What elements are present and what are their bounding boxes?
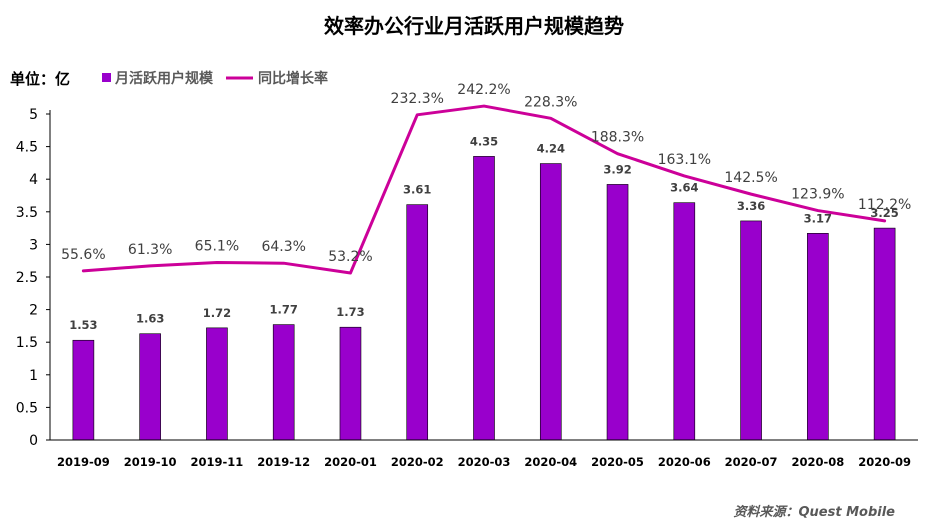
bar-series: 1.53 1.63 1.72 1.77 1.73 3.61 4.35 4.24 3.92 3.64… [69,134,899,441]
chart-title: 效率办公行业月活跃用户规模趋势 [324,14,624,38]
line-data-label: 142.5% [724,170,777,186]
y-tick-label: 4 [29,172,38,188]
bar-data-label: 3.64 [670,181,698,195]
x-tick-label: 2020-08 [791,455,844,469]
x-tick-label: 2020-04 [524,455,577,469]
x-tick-label: 2020-07 [725,455,778,469]
bar-data-label: 1.77 [270,303,298,317]
y-axis: 0 0.5 1 1.5 2 2.5 3 3.5 4 4.5 5 [16,107,51,449]
y-tick-label: 2 [29,303,38,319]
bar-data-label: 1.72 [203,306,231,320]
bar [740,220,762,441]
y-tick-label: 1 [29,368,38,384]
x-axis: 2019-09 2019-10 2019-11 2019-12 2020-01 2020-… [50,439,918,469]
legend: 月活跃用户规模 同比增长率 [102,70,328,87]
line-data-label: 228.3% [524,94,577,110]
bar-data-label: 3.61 [403,183,431,197]
line-data-label: 232.3% [391,91,444,107]
line-data-label: 65.1% [195,238,239,254]
bar [139,333,161,441]
bar-data-label: 3.25 [870,206,898,220]
x-tick-label: 2019-11 [191,455,244,469]
bar-data-label: 1.53 [69,318,97,332]
y-tick-label: 3 [29,237,38,253]
line-data-label: 55.6% [61,247,105,263]
y-tick-label: 1.5 [16,335,38,351]
bar [339,326,362,441]
growth-line [81,104,887,275]
y-tick-label: 4.5 [16,140,38,156]
bar [606,184,629,441]
x-tick-label: 2019-12 [257,455,310,469]
y-tick-label: 5 [29,107,38,123]
bar [807,233,829,441]
bar [272,324,295,441]
bar-data-label: 3.92 [603,162,631,176]
line-series: 55.6% 61.3% 65.1% 64.3% 53.2% 232.3% 242.2% 228… [61,82,911,275]
line-data-label: 61.3% [128,242,172,258]
bar-data-label: 3.36 [737,199,765,213]
bar-data-label: 1.73 [336,305,364,319]
bar-data-label: 3.17 [804,211,832,225]
x-tick-label: 2019-09 [57,455,110,469]
bar [406,204,429,441]
x-tick-label: 2020-02 [391,455,444,469]
line-data-label: 163.1% [658,152,711,168]
source-note: 资料来源：Quest Mobile [733,504,895,520]
x-tick-label: 2020-03 [458,455,511,469]
x-tick-label: 2019-10 [124,455,177,469]
line-data-label: 188.3% [591,130,644,146]
bar [673,202,696,441]
y-tick-label: 0 [29,433,38,449]
x-tick-label: 2020-01 [324,455,377,469]
line-data-label: 64.3% [261,239,305,255]
line-data-label: 123.9% [791,187,844,203]
bar [539,163,562,441]
bar [473,156,495,441]
line-data-label: 242.2% [457,82,510,98]
legend-bar-swatch [102,73,111,82]
y-tick-label: 0.5 [16,400,38,416]
y-tick-label: 2.5 [16,270,38,286]
bar [72,339,95,441]
legend-line-label: 同比增长率 [258,70,328,87]
y-tick-label: 3.5 [16,205,38,221]
line-data-label: 53.2% [328,249,372,265]
legend-bar-label: 月活跃用户规模 [114,70,214,87]
bar [206,327,228,441]
bar [873,227,896,441]
x-tick-label: 2020-09 [858,455,911,469]
bar-data-label: 4.35 [470,134,498,148]
line-data-label: 112.2% [858,197,911,213]
bar-data-label: 1.63 [136,312,164,326]
bar-data-label: 4.24 [537,142,565,156]
x-tick-label: 2020-06 [658,455,711,469]
x-tick-label: 2020-05 [591,455,644,469]
unit-label: 单位：亿 [10,70,70,88]
